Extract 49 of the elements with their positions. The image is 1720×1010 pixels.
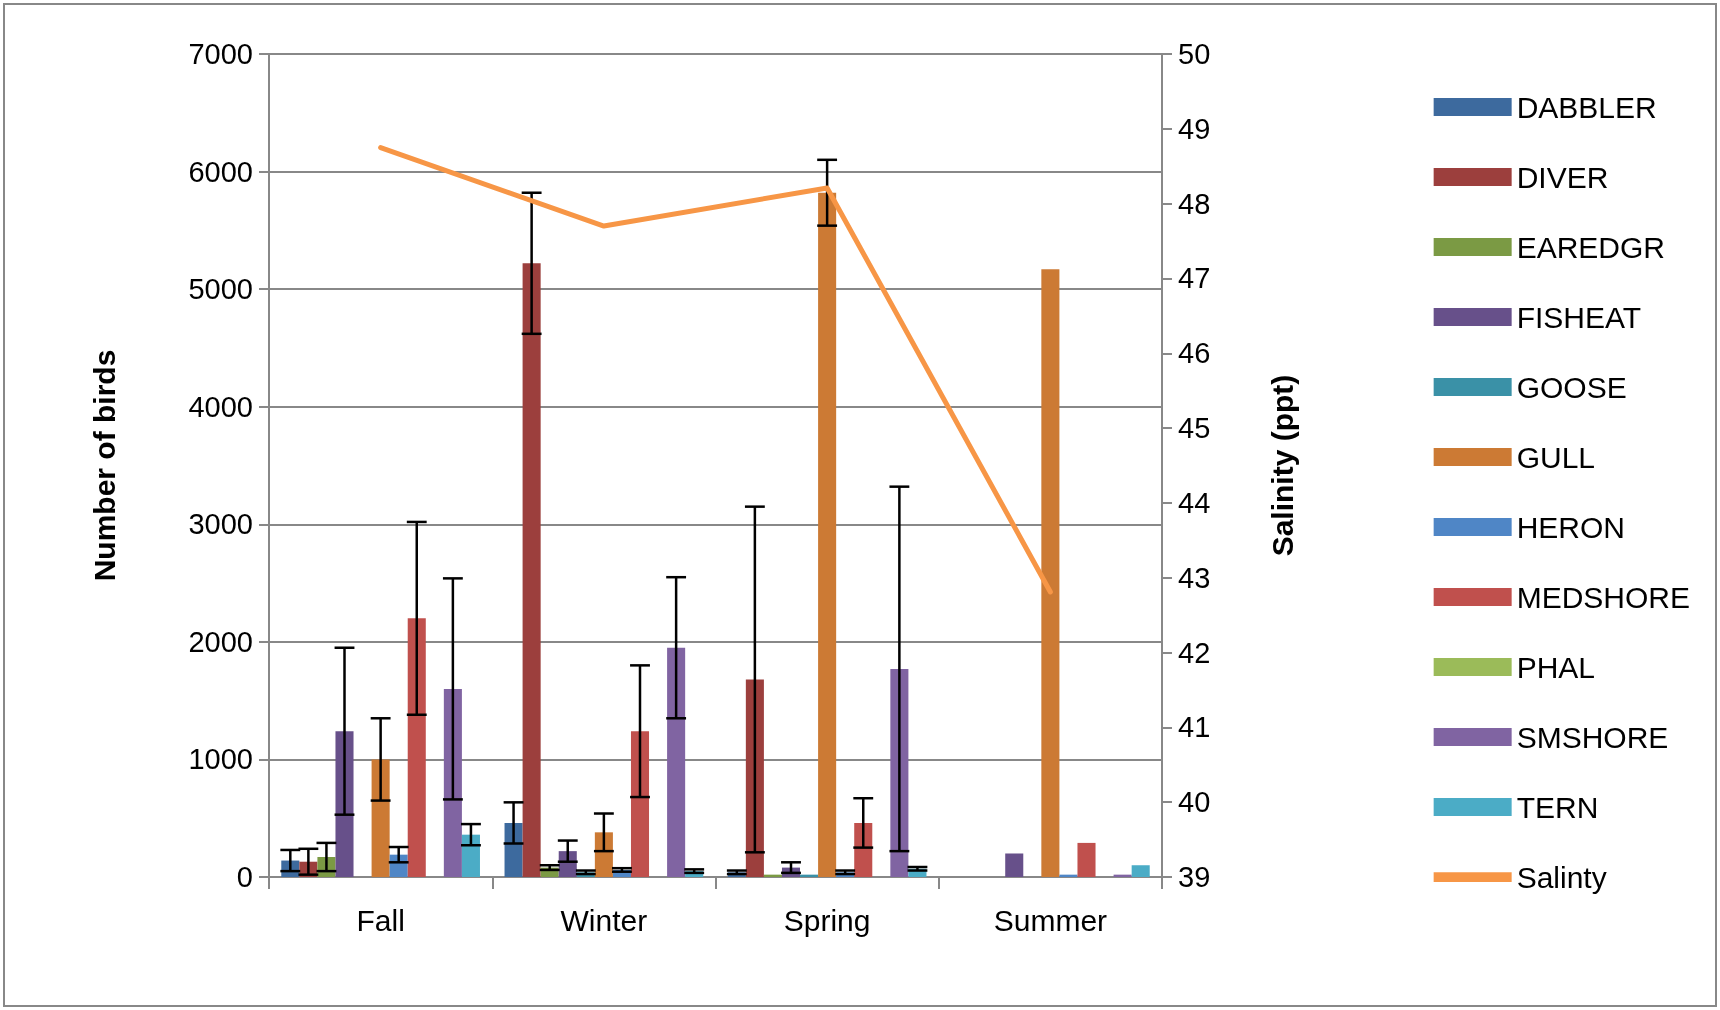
- bar: [1131, 865, 1150, 877]
- y2-tick-label: 49: [1178, 112, 1211, 145]
- y2-tick-label: 44: [1178, 486, 1211, 519]
- x-tick-label: Summer: [993, 903, 1108, 937]
- legend-label: GULL: [1516, 440, 1596, 474]
- x-tick-label: Spring: [783, 903, 871, 937]
- legend-label: EAREDGR: [1516, 230, 1666, 264]
- y2-tick-label: 46: [1178, 337, 1211, 370]
- legend-label: SMSHORE: [1516, 720, 1669, 754]
- y-tick-label: 3000: [188, 508, 253, 541]
- y2-tick-label: 40: [1178, 786, 1211, 819]
- legend-label: Salinty: [1516, 860, 1607, 894]
- y-axis-title: Number of birds: [87, 349, 121, 582]
- y2-tick-label: 42: [1178, 636, 1211, 669]
- y2-tick-label: 41: [1178, 711, 1211, 744]
- legend-label: DABBLER: [1516, 90, 1657, 124]
- legend-label: DIVER: [1516, 160, 1609, 194]
- bar: [667, 647, 686, 877]
- bar: [443, 688, 462, 877]
- y-tick-label: 2000: [188, 625, 253, 658]
- y2-tick-label: 45: [1178, 412, 1211, 445]
- legend-label: GOOSE: [1516, 370, 1627, 404]
- y2-tick-label: 48: [1178, 187, 1211, 220]
- bar: [407, 618, 426, 877]
- legend-label: TERN: [1516, 790, 1599, 824]
- bar: [1077, 842, 1096, 877]
- x-tick-label: Fall: [356, 903, 405, 937]
- y-tick-label: 7000: [188, 38, 253, 70]
- x-tick-label: Winter: [560, 903, 648, 937]
- y2-tick-label: 39: [1178, 861, 1211, 893]
- legend-label: FISHEAT: [1516, 300, 1642, 334]
- y-tick-label: 6000: [188, 155, 253, 188]
- y-tick-label: 5000: [188, 273, 253, 306]
- y-tick-label: 1000: [188, 743, 253, 776]
- y2-tick-label: 43: [1178, 561, 1211, 594]
- bar: [1041, 269, 1060, 877]
- y2-axis-title: Salinity (ppt): [1265, 374, 1299, 557]
- bar: [522, 263, 541, 877]
- y-tick-label: 4000: [188, 390, 253, 423]
- legend-label: HERON: [1516, 510, 1625, 544]
- bar: [1005, 853, 1024, 877]
- y-tick-label: 0: [236, 861, 253, 893]
- bar: [818, 192, 837, 877]
- legend-label: MEDSHORE: [1516, 580, 1691, 614]
- y2-tick-label: 50: [1178, 38, 1211, 70]
- bar: [371, 759, 390, 877]
- legend-label: PHAL: [1516, 650, 1596, 684]
- y2-tick-label: 47: [1178, 262, 1211, 295]
- bar: [630, 731, 650, 877]
